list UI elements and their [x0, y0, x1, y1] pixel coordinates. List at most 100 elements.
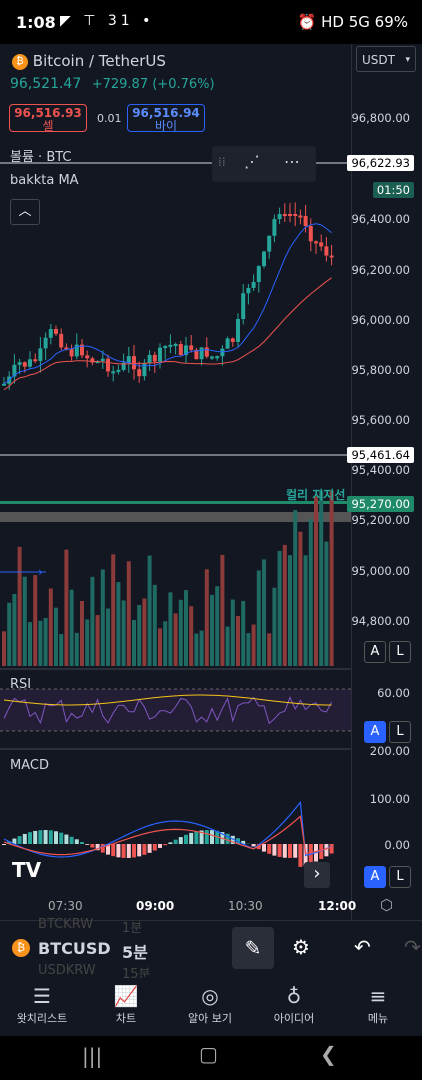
- nav-chart[interactable]: 📈 차트: [84, 982, 168, 1026]
- rsi-label[interactable]: RSI: [10, 677, 32, 692]
- volume-bar: [147, 555, 152, 666]
- interval-button[interactable]: 5분: [122, 943, 148, 962]
- macd-auto-scale-button[interactable]: A: [364, 866, 386, 888]
- price-axis-label: 95,800.00: [351, 363, 410, 377]
- volume-bar: [59, 634, 64, 666]
- price-change: +729.87 (+0.76%): [91, 77, 215, 92]
- settings-icon[interactable]: ⬡: [380, 896, 394, 914]
- recents-button[interactable]: |||: [82, 1044, 103, 1068]
- drawing-tools-bar[interactable]: ⁞⁞ ⋰ ⋯: [212, 146, 316, 182]
- bitcoin-icon: ₿: [12, 53, 28, 70]
- rsi-log-scale-button[interactable]: L: [389, 721, 411, 743]
- macd-histogram-bar: [28, 832, 32, 844]
- macd-histogram-bar: [142, 844, 147, 855]
- chart-mark: [288, 214, 292, 216]
- horizontal-line-label: 95,461.64: [347, 447, 414, 463]
- chart-mark: [126, 356, 131, 363]
- nav-menu[interactable]: ≡ 메뉴: [336, 982, 420, 1026]
- chart-mark: [267, 235, 272, 252]
- trendline-icon[interactable]: ⋰: [244, 152, 260, 171]
- scroll-to-latest-button[interactable]: ›: [304, 862, 330, 888]
- chart-mark: [22, 362, 27, 367]
- bitcoin-icon: ₿: [12, 939, 30, 957]
- macd-histogram-bar: [64, 834, 69, 844]
- volume-bar: [80, 600, 84, 666]
- volume-bar: [329, 490, 334, 666]
- drawing-pen-button[interactable]: ✎: [232, 927, 274, 969]
- redo-button[interactable]: ↷: [404, 935, 421, 959]
- status-bar: 1:08 ◤ ⊤ 31 • ⏰ HD 5G 69%: [0, 0, 422, 44]
- nav-explore[interactable]: ◎ 알아 보기: [168, 982, 252, 1026]
- macd-label[interactable]: MACD: [10, 758, 49, 773]
- macd-histogram-bar: [230, 835, 235, 844]
- volume-indicator-label[interactable]: 볼륨 · BTC: [10, 150, 72, 165]
- macd-histogram-bar: [54, 831, 58, 844]
- support-line-label: 컬리 지지선: [286, 488, 346, 502]
- rsi-line: [3, 696, 333, 725]
- nav-ideas[interactable]: ♁ 아이디어: [252, 982, 336, 1026]
- buy-button[interactable]: 96,516.94 바이: [127, 104, 205, 133]
- chart-mark: [329, 255, 334, 258]
- volume-bar: [95, 615, 100, 666]
- indicators-button[interactable]: ⚙: [292, 935, 310, 959]
- auto-scale-button[interactable]: A: [364, 641, 386, 663]
- chart-mark: [100, 358, 105, 362]
- chart-mark: [152, 354, 157, 362]
- macd-histogram-bar: [173, 839, 178, 844]
- macd-histogram-bar: [95, 844, 100, 851]
- watchlist-icon: ☰: [33, 984, 51, 1008]
- ma-indicator-label[interactable]: bakkta MA: [10, 173, 79, 188]
- chart-mark: [314, 241, 318, 244]
- price-axis-label: 95,200.00: [351, 513, 410, 527]
- symbol-search-button[interactable]: BTCUSD: [38, 939, 111, 958]
- channel-icon[interactable]: ⋯: [284, 152, 300, 171]
- macd-histogram-bar: [111, 844, 116, 857]
- back-button[interactable]: ❮: [320, 1042, 337, 1066]
- volume-bar: [282, 544, 287, 666]
- macd-histogram-bar: [74, 839, 79, 844]
- price-axis-label: 95,400.00: [351, 463, 410, 477]
- log-scale-button[interactable]: L: [389, 641, 411, 663]
- system-status-icons: ⏰ HD 5G 69%: [297, 13, 408, 31]
- volume-bar: [236, 615, 240, 666]
- chart-area[interactable]: ›: [0, 44, 422, 920]
- compass-icon: ◎: [201, 984, 219, 1008]
- macd-histogram-bar: [267, 844, 272, 854]
- volume-bar: [17, 546, 22, 666]
- macd-histogram-bar: [90, 844, 95, 848]
- chart-mark: [282, 214, 287, 216]
- macd-histogram-bar: [80, 842, 84, 844]
- macd-histogram-bar: [204, 830, 209, 844]
- ma-fast-line: [3, 223, 332, 385]
- chart-mark: [64, 347, 69, 350]
- volume-bar: [12, 593, 17, 666]
- volume-bar: [204, 569, 209, 666]
- chart-mark: [194, 349, 199, 360]
- price-axis-label: 96,400.00: [351, 212, 410, 226]
- chart-mark: [262, 251, 266, 267]
- undo-button[interactable]: ↶: [354, 935, 371, 959]
- chart-mark: [303, 215, 308, 226]
- chart-mark: [204, 347, 209, 357]
- sell-button[interactable]: 96,516.93 셀: [9, 104, 87, 133]
- drag-handle-icon[interactable]: ⁞⁞: [218, 155, 226, 169]
- collapse-button[interactable]: ︿: [10, 199, 40, 225]
- chart-mark: [236, 318, 240, 342]
- macd-log-scale-button[interactable]: L: [389, 866, 411, 888]
- nav-watchlist[interactable]: ☰ 왓치리스트: [0, 982, 84, 1026]
- currency-select[interactable]: USDT ▾: [356, 46, 416, 72]
- macd-histogram-bar: [38, 830, 43, 844]
- clock: 1:08: [16, 13, 56, 32]
- time-axis-label: 12:00: [318, 899, 357, 913]
- macd-histogram-bar: [85, 844, 90, 845]
- price-axis[interactable]: [351, 44, 422, 920]
- volume-bar: [152, 584, 157, 666]
- chart-mark: [277, 214, 282, 220]
- symbol-title[interactable]: ₿ Bitcoin / TetherUS: [12, 52, 166, 70]
- rsi-auto-scale-button[interactable]: A: [364, 721, 386, 743]
- macd-axis-label: 100.00: [369, 792, 410, 806]
- chart-canvas[interactable]: ›: [0, 44, 352, 920]
- macd-histogram-bar: [137, 844, 142, 857]
- support-line: [0, 501, 352, 504]
- home-button[interactable]: ▢: [199, 1042, 218, 1066]
